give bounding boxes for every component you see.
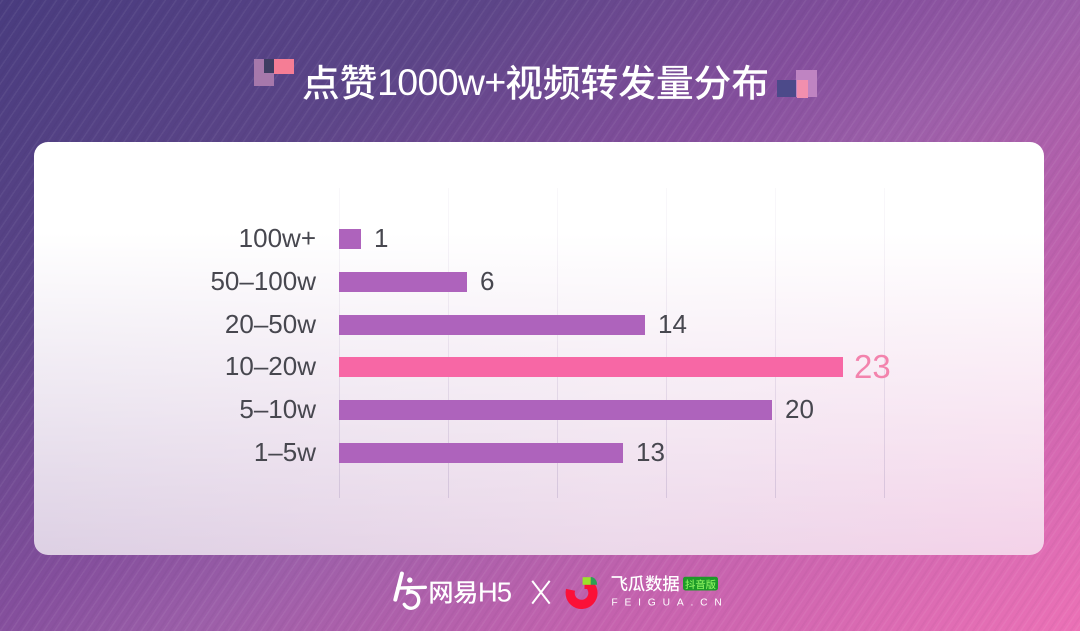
svg-text:H5: H5 xyxy=(478,577,512,608)
svg-text:1000w+: 1000w+ xyxy=(377,61,506,103)
svg-text:FEIGUA.CN: FEIGUA.CN xyxy=(611,597,728,608)
